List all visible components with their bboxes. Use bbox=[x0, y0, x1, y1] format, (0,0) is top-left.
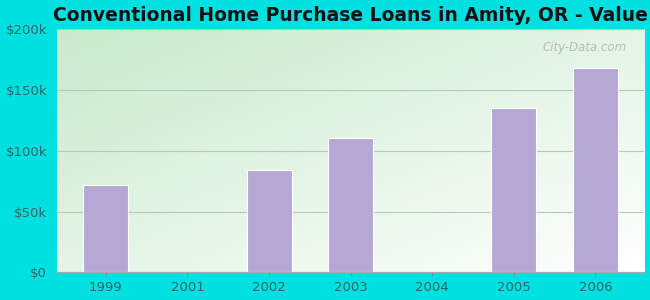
Bar bbox=[246, 170, 291, 272]
Bar bbox=[491, 108, 536, 272]
Text: City-Data.com: City-Data.com bbox=[543, 41, 627, 54]
Title: Conventional Home Purchase Loans in Amity, OR - Value: Conventional Home Purchase Loans in Amit… bbox=[53, 6, 648, 25]
Bar bbox=[328, 139, 373, 272]
Bar bbox=[573, 68, 618, 272]
Bar bbox=[83, 185, 128, 272]
